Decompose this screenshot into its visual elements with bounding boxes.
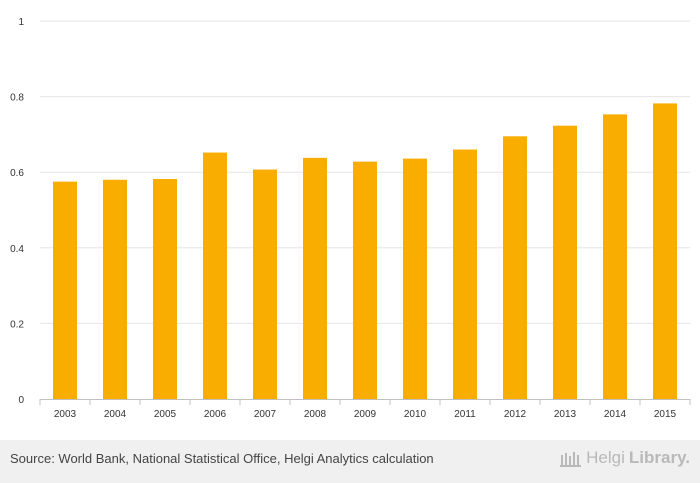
x-tick-label: 2015 bbox=[654, 409, 677, 420]
bar-chart: 0 0.2 0.4 0.6 0.8 1 2003 2004 2005 2006 2007 2008 20… bbox=[10, 17, 691, 420]
x-tick-label: 2004 bbox=[104, 409, 127, 420]
bar-2012[interactable] bbox=[503, 136, 527, 400]
x-tick-label: 2010 bbox=[404, 409, 427, 420]
x-tick-label: 2013 bbox=[554, 409, 577, 420]
bar-2008[interactable] bbox=[303, 157, 327, 399]
y-tick-label: 1 bbox=[18, 17, 24, 28]
bar-2013[interactable] bbox=[553, 125, 577, 400]
x-tick-label: 2011 bbox=[454, 409, 476, 420]
source-text: Source: World Bank, National Statistical… bbox=[10, 451, 434, 466]
x-tick-label: 2009 bbox=[354, 409, 377, 420]
footer: Source: World Bank, National Statistical… bbox=[0, 440, 700, 483]
bar-2006[interactable] bbox=[203, 152, 227, 399]
y-tick-label: 0 bbox=[18, 395, 24, 406]
y-tick-label: 0.8 bbox=[10, 93, 24, 104]
y-tick-label: 0.4 bbox=[10, 244, 24, 255]
x-tick-label: 2005 bbox=[154, 409, 177, 420]
bar-2005[interactable] bbox=[153, 179, 177, 399]
bar-2007[interactable] bbox=[253, 169, 277, 399]
bar-2014[interactable] bbox=[603, 114, 627, 399]
x-tick-label: 2014 bbox=[604, 409, 627, 420]
bar-2004[interactable] bbox=[103, 179, 127, 399]
brand-word-helgi: Helgi bbox=[586, 448, 625, 467]
x-tick-label: 2007 bbox=[254, 409, 277, 420]
bar-2003[interactable] bbox=[53, 181, 77, 399]
x-tick-label: 2012 bbox=[504, 409, 527, 420]
x-tick-label: 2008 bbox=[304, 409, 327, 420]
bar-2009[interactable] bbox=[353, 161, 377, 399]
brand-logo[interactable]: Helgi Library. bbox=[560, 448, 690, 468]
library-icon bbox=[560, 452, 582, 467]
x-tick-label: 2006 bbox=[204, 409, 227, 420]
y-tick-label: 0.2 bbox=[10, 319, 24, 330]
bar-2010[interactable] bbox=[403, 158, 427, 399]
x-tick-label: 2003 bbox=[54, 409, 77, 420]
bar-2015[interactable] bbox=[653, 103, 677, 400]
brand-word-library: Library. bbox=[628, 448, 690, 467]
y-tick-label: 0.6 bbox=[10, 168, 24, 179]
bar-2011[interactable] bbox=[453, 149, 477, 399]
